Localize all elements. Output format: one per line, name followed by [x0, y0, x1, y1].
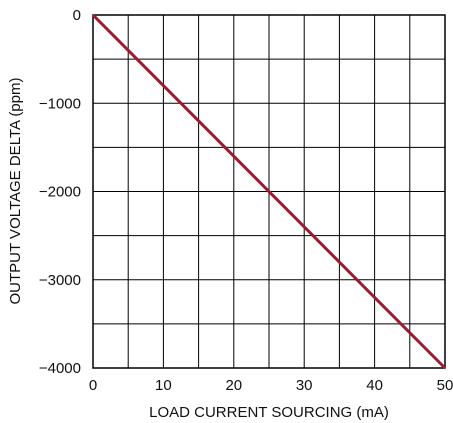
x-tick-label: 30	[296, 377, 313, 394]
x-tick-label: 0	[89, 377, 97, 394]
series-layer	[91, 13, 447, 370]
y-axis-title: OUTPUT VOLTAGE DELTA (ppm)	[7, 78, 24, 305]
x-tick-labels: 0 10 20 30 40 50	[89, 377, 453, 394]
series-line-0	[91, 13, 447, 370]
x-tick-label: 10	[155, 377, 172, 394]
y-tick-label: 0	[73, 7, 81, 24]
y-tick-label: −4000	[39, 360, 81, 377]
x-tick-label: 20	[225, 377, 242, 394]
y-tick-label: −1000	[39, 95, 81, 112]
x-axis-title: LOAD CURRENT SOURCING (mA)	[149, 404, 389, 421]
y-tick-label: −3000	[39, 272, 81, 289]
plot-frame	[92, 14, 446, 369]
x-tick-label: 40	[366, 377, 383, 394]
plot-border	[92, 14, 446, 369]
y-tick-label: −2000	[39, 184, 81, 201]
x-tick-label: 50	[437, 377, 453, 394]
y-tick-labels: 0 −1000 −2000 −3000 −4000	[39, 7, 81, 377]
